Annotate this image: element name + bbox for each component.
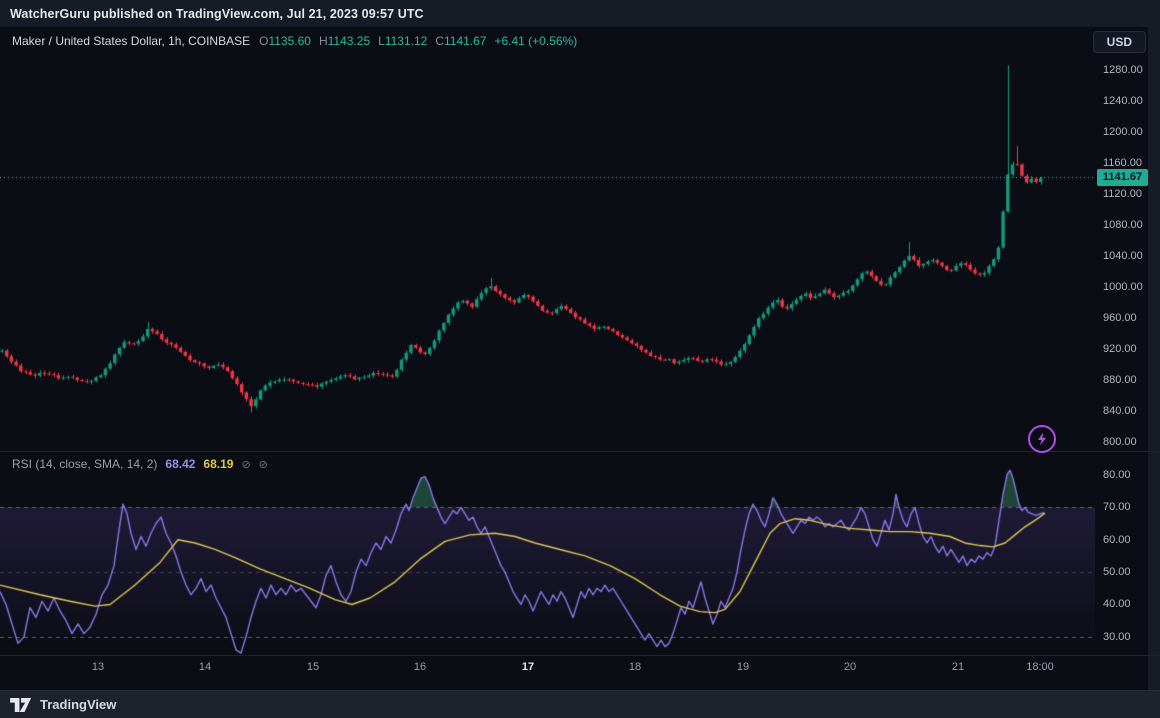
open-label: O [259,34,269,48]
rsi-axis-label: 80.00 [1103,468,1131,481]
price-axis-label: 1160.00 [1103,157,1142,170]
high-label: H [318,34,328,48]
time-axis-divider [0,655,1160,656]
price-axis-label: 920.00 [1103,343,1137,356]
time-axis-label: 16 [413,661,427,673]
close-label: C [435,34,444,48]
symbol-title: Maker / United States Dollar, 1h, COINBA… [12,34,251,48]
high-value: 1143.25 [327,34,371,48]
rsi-legend: RSI (14, close, SMA, 14, 2) 68.42 68.19 … [12,457,268,471]
empty-band-icon: ⊘ [241,458,251,471]
price-axis-label: 880.00 [1103,374,1137,387]
scale-margin [1148,27,1160,690]
rsi-axis-label: 70.00 [1103,501,1131,514]
last-price-value: 1141.67 [1102,171,1143,184]
price-axis-label: 1040.00 [1103,250,1143,263]
price-axis-label: 1080.00 [1103,219,1143,232]
price-axis-label: 800.00 [1103,436,1137,449]
price-axis-label: 1240.00 [1103,95,1143,108]
footer-brand[interactable]: TradingView [40,697,117,712]
low-value: 1131.12 [384,34,428,48]
price-axis-label: 1000.00 [1103,281,1143,294]
time-axis-label: 14 [198,661,212,673]
change-value: +6.41 (+0.56%) [494,34,578,48]
rsi-title: RSI (14, close, SMA, 14, 2) [12,457,158,471]
time-axis-label: 19 [736,661,750,673]
rsi-chart-canvas[interactable] [0,452,1095,655]
price-axis-label: 1280.00 [1103,64,1143,77]
currency-toggle-label: USD [1106,35,1132,49]
time-axis-label: 21 [951,661,965,673]
time-axis-label: 13 [91,661,105,673]
footer-bar: TradingView [0,690,1160,718]
attribution-text: WatcherGuru published on TradingView.com… [10,6,424,21]
time-axis-label: 18 [628,661,642,673]
tradingview-logo-icon[interactable] [10,697,32,712]
rsi-sma-value: 68.19 [203,457,234,471]
price-axis-label: 1200.00 [1103,126,1143,139]
rsi-value: 68.42 [165,457,196,471]
time-axis-label: 18:00 [1026,661,1054,673]
time-axis-label: 15 [306,661,320,673]
low-label: L [378,34,385,48]
currency-toggle-button[interactable]: USD [1092,31,1146,53]
close-value: 1141.67 [443,34,487,48]
time-axis-label: 17 [521,661,535,673]
price-axis-label: 1120.00 [1103,188,1142,201]
price-axis-label: 840.00 [1103,405,1137,418]
rsi-axis-label: 30.00 [1103,630,1131,643]
rsi-axis-label: 40.00 [1103,598,1131,611]
pane-divider [0,451,1160,452]
chart-area: Maker / United States Dollar, 1h, COINBA… [0,27,1160,690]
lightning-icon [1038,432,1046,446]
price-axis-label: 960.00 [1103,312,1137,325]
attribution-bar: WatcherGuru published on TradingView.com… [0,0,1160,27]
last-price-badge: 1141.67 [1097,168,1148,186]
time-axis-label: 20 [843,661,857,673]
empty-band-icon: ⊘ [258,458,268,471]
symbol-legend: Maker / United States Dollar, 1h, COINBA… [12,34,577,48]
price-chart-canvas[interactable] [0,27,1095,450]
ohlc-readout: O1135.60 H1143.25 L1131.12 C1141.67 +6.4… [259,34,577,48]
boost-button[interactable] [1028,425,1056,453]
open-value: 1135.60 [268,34,311,48]
rsi-axis-label: 50.00 [1103,566,1131,579]
rsi-axis-label: 60.00 [1103,533,1131,546]
